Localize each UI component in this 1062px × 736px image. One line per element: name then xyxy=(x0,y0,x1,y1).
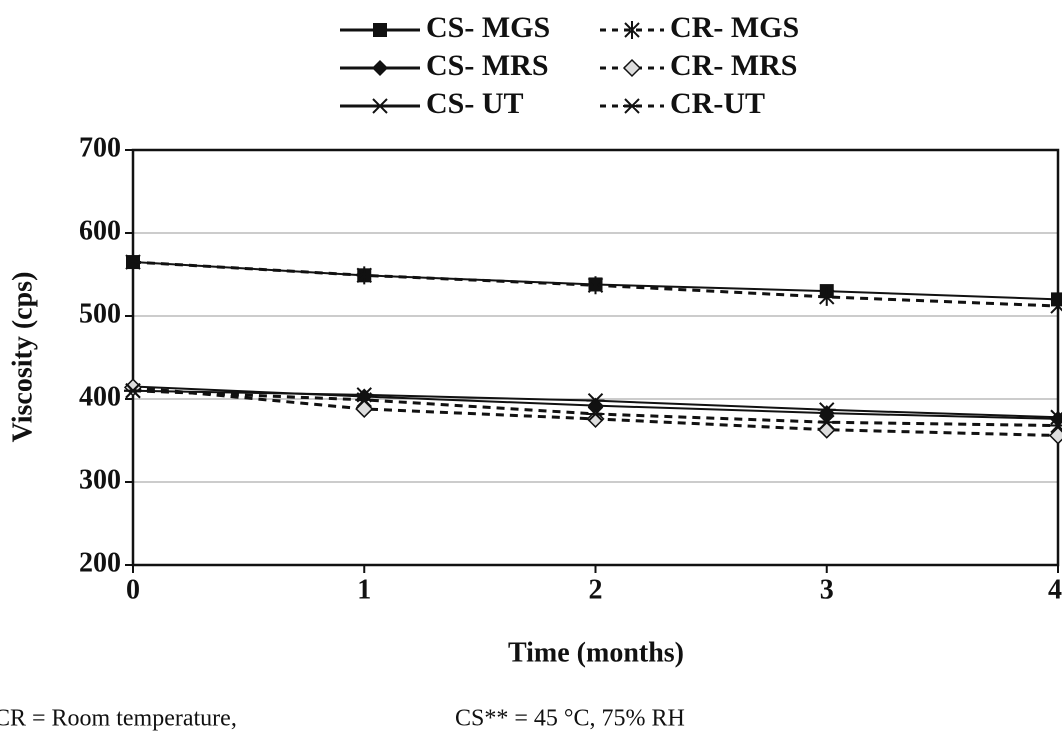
legend-label: CS- UT xyxy=(426,87,524,120)
marker xyxy=(355,392,374,408)
footnote: CS** = 45 °C, 75% RH xyxy=(455,706,685,732)
y-tick-label: 400 xyxy=(79,381,121,412)
legend-label: CR-UT xyxy=(670,87,765,120)
marker xyxy=(587,276,604,295)
x-tick-label: 2 xyxy=(589,574,603,605)
marker xyxy=(1048,426,1062,445)
marker xyxy=(586,392,605,409)
marker xyxy=(817,420,836,439)
y-tick-label: 300 xyxy=(79,464,121,495)
plot-frame xyxy=(131,148,1060,567)
y-tick-label: 600 xyxy=(79,215,121,246)
series xyxy=(126,255,1062,307)
marker xyxy=(125,253,141,272)
y-tick-label: 500 xyxy=(79,298,121,329)
y-tick-label: 700 xyxy=(79,132,121,163)
footnote: CR = Room temperature, xyxy=(0,706,237,732)
marker xyxy=(818,405,835,422)
marker xyxy=(586,406,605,422)
marker xyxy=(817,402,836,418)
x-tick-label: 3 xyxy=(820,574,834,605)
marker xyxy=(624,21,640,39)
y-axis-title: Viscosity (cps) xyxy=(7,272,38,443)
x-tick-label: 1 xyxy=(357,574,371,605)
marker xyxy=(123,378,143,397)
marker xyxy=(817,414,836,430)
marker xyxy=(372,60,388,76)
x-tick-label: 4 xyxy=(1048,574,1062,605)
x-tick-label: 0 xyxy=(126,574,140,605)
series xyxy=(125,253,1062,316)
x-axis-title: Time (months) xyxy=(508,637,684,668)
series xyxy=(124,382,1062,434)
marker xyxy=(622,58,642,78)
marker xyxy=(1049,417,1062,434)
marker xyxy=(623,98,641,114)
legend-label: CS- MGS xyxy=(426,11,550,44)
marker xyxy=(819,287,835,306)
y-tick-label: 200 xyxy=(79,547,121,578)
marker xyxy=(1051,292,1062,307)
marker xyxy=(373,23,387,37)
legend-label: CR- MGS xyxy=(670,11,799,44)
marker xyxy=(371,98,389,114)
legend: CS- MGS CR- MGS CS- MRS CR- MRS CS- UT CR-UT xyxy=(340,11,799,120)
marker xyxy=(124,382,142,399)
marker xyxy=(1050,297,1062,316)
legend-label: CR- MRS xyxy=(670,49,798,82)
marker xyxy=(355,399,374,419)
marker xyxy=(356,266,372,285)
legend-label: CS- MRS xyxy=(426,49,549,82)
